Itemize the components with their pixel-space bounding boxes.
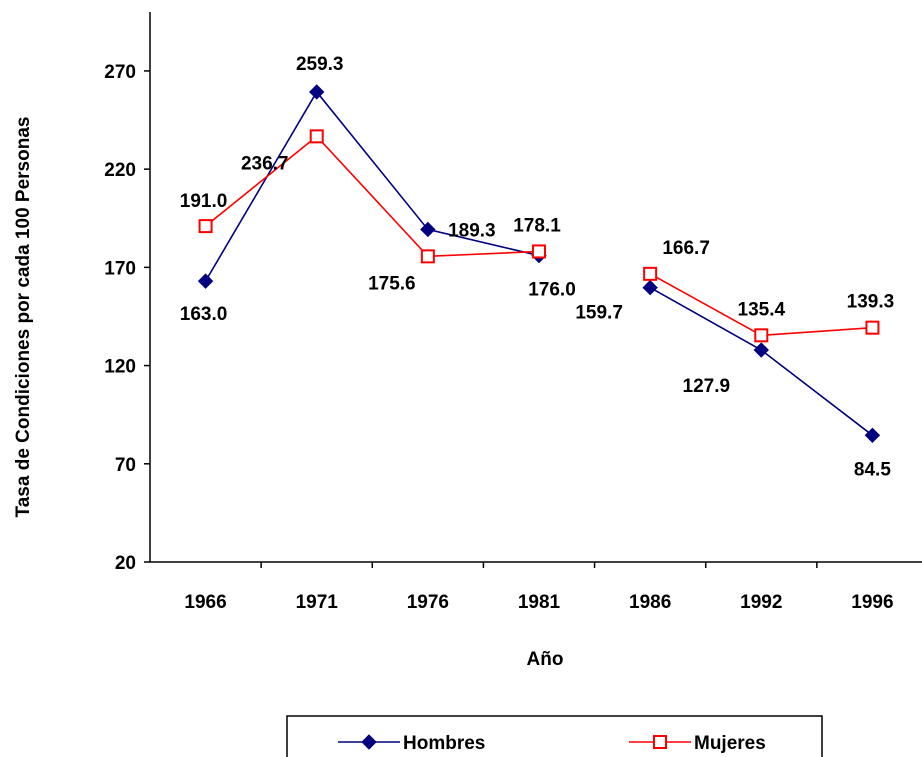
x-axis-ticks: 1966 1971 1976 1981 1986 1992 1996 [184, 562, 894, 613]
series-mujeres [198, 129, 880, 343]
data-label: 176.0 [528, 280, 576, 301]
x-axis-title: Año [527, 649, 564, 670]
data-point [865, 320, 880, 335]
data-point [642, 279, 658, 296]
legend: Hombres Mujeres [286, 715, 823, 757]
legend-label: Hombres [403, 733, 485, 754]
data-label: 191.0 [180, 191, 228, 212]
x-tick-label: 1971 [296, 592, 339, 613]
data-label: 236.7 [241, 153, 289, 174]
data-point [309, 84, 325, 100]
y-axis-title: Tasa de Condiciones por cada 100 Persona… [13, 117, 34, 518]
series-line [204, 90, 540, 282]
data-label: 127.9 [683, 376, 731, 397]
data-label: 135.4 [738, 299, 786, 320]
data-point [754, 328, 769, 343]
x-tick-label: 1981 [518, 592, 561, 613]
x-tick-label: 1976 [407, 592, 449, 613]
data-label: 178.1 [513, 215, 561, 236]
series-line [205, 135, 540, 258]
x-tick-label: 1992 [740, 592, 782, 613]
series-layer [197, 84, 881, 444]
data-point [420, 249, 435, 264]
data-label: 159.7 [575, 303, 623, 324]
data-label: 163.0 [180, 304, 228, 325]
y-tick-label: 70 [115, 455, 136, 476]
legend-item-hombres: Hombres [338, 733, 485, 754]
data-point [643, 266, 658, 281]
x-tick-label: 1986 [629, 592, 671, 613]
data-point [864, 427, 881, 444]
data-label: 259.3 [296, 54, 344, 75]
x-tick-label: 1966 [184, 592, 226, 613]
y-axis-ticks: 20 70 120 170 220 270 [104, 62, 150, 574]
legend-marker [653, 735, 667, 749]
data-label: 139.3 [847, 292, 895, 313]
legend-item-mujeres: Mujeres [629, 733, 766, 754]
data-point [532, 244, 546, 259]
data-point [198, 219, 213, 234]
data-point [197, 273, 214, 289]
y-tick-label: 20 [115, 553, 136, 574]
data-label: 189.3 [448, 220, 496, 241]
legend-marker [361, 734, 377, 750]
data-point [753, 342, 769, 358]
legend-label: Mujeres [694, 733, 766, 754]
data-point [309, 129, 324, 144]
y-tick-label: 220 [104, 160, 136, 181]
series-hombres [197, 84, 881, 444]
plot-area: 20 70 120 170 220 270 1966 1971 1976 1981 1986 199… [104, 12, 922, 613]
y-tick-label: 170 [104, 258, 136, 279]
data-point [420, 221, 436, 238]
data-label: 175.6 [368, 273, 416, 294]
legend-box [286, 715, 823, 757]
x-tick-label: 1996 [851, 592, 893, 613]
data-label: 84.5 [854, 459, 891, 480]
data-label: 166.7 [662, 238, 710, 259]
y-tick-label: 120 [104, 357, 136, 378]
y-tick-label: 270 [104, 62, 136, 83]
